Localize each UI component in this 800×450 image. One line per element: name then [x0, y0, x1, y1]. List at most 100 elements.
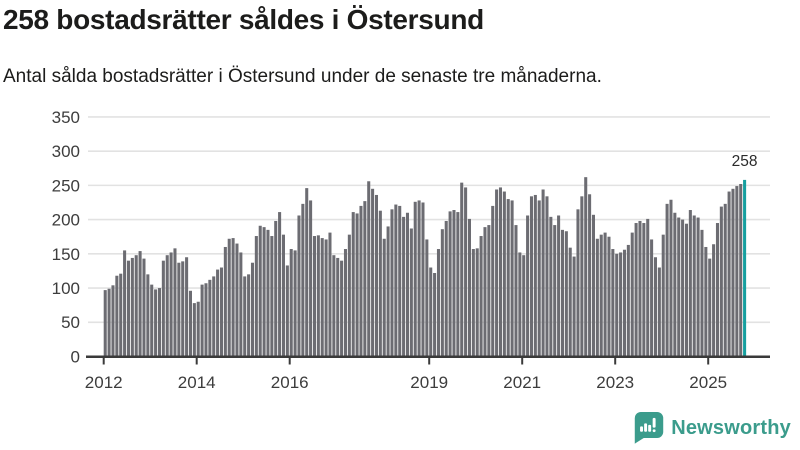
bar: [278, 212, 282, 357]
bar: [444, 220, 448, 357]
bar: [409, 228, 413, 357]
bar: [506, 199, 510, 357]
bar: [398, 205, 402, 357]
bar: [355, 213, 359, 357]
bar: [223, 246, 227, 357]
bar: [607, 236, 611, 357]
y-tick-label: 350: [52, 108, 80, 127]
bar: [328, 232, 332, 357]
bar: [305, 188, 309, 357]
bar: [289, 249, 293, 357]
x-tick-label: 2016: [271, 373, 309, 392]
bar: [281, 234, 285, 357]
bar: [657, 267, 661, 357]
bar: [630, 232, 634, 357]
bar: [216, 269, 220, 357]
bar: [301, 203, 305, 357]
bar: [452, 210, 456, 357]
bar: [479, 236, 483, 357]
bar: [154, 289, 158, 357]
bar: [704, 246, 708, 357]
bar: [475, 248, 479, 357]
y-tick-label: 0: [71, 347, 80, 366]
bar: [719, 206, 723, 357]
bar: [374, 194, 378, 357]
bar: [107, 288, 111, 357]
bar: [351, 212, 355, 357]
x-tick-label: 2023: [596, 373, 634, 392]
bar: [646, 218, 650, 357]
logo-exclamation-stroke: [652, 417, 656, 428]
bar: [549, 216, 553, 357]
x-tick-label: 2021: [503, 373, 541, 392]
bar: [677, 217, 681, 357]
bar: [553, 225, 557, 357]
bar: [417, 200, 421, 357]
bar: [448, 211, 452, 357]
bar: [464, 187, 468, 357]
bar: [359, 205, 363, 357]
bar: [343, 249, 347, 357]
bar: [564, 231, 568, 357]
bar: [157, 288, 161, 357]
bar: [258, 225, 262, 357]
bar: [723, 203, 727, 357]
bar: [138, 251, 142, 357]
bar: [188, 290, 192, 357]
y-tick-label: 50: [61, 313, 80, 332]
bar: [727, 191, 731, 357]
bar: [231, 238, 235, 357]
bar: [219, 267, 223, 357]
bar: [285, 265, 289, 357]
bar: [731, 188, 735, 357]
bar: [541, 189, 545, 357]
bar: [692, 215, 696, 357]
bar: [413, 201, 417, 357]
bar: [347, 234, 351, 357]
bar: [669, 199, 673, 357]
bar: [115, 275, 119, 357]
y-tick-label: 100: [52, 279, 80, 298]
bar: [471, 249, 475, 357]
bar: [134, 255, 138, 357]
bar: [603, 232, 607, 357]
bar: [688, 210, 692, 357]
page-title: 258 bostadsrätter såldes i Östersund: [3, 4, 484, 35]
bar: [619, 252, 623, 357]
bar: [533, 194, 537, 357]
bar: [402, 216, 406, 357]
bar: [103, 290, 107, 357]
bar: [502, 191, 506, 357]
bar: [247, 274, 251, 357]
bar: [119, 273, 123, 357]
bar: [684, 223, 688, 357]
bar: [576, 209, 580, 357]
page-subtitle: Antal sålda bostadsrätter i Östersund un…: [3, 66, 602, 87]
bar: [239, 252, 243, 357]
bar: [111, 285, 115, 357]
bar: [429, 267, 433, 357]
bar: [487, 225, 491, 357]
logo-bar-3: [648, 424, 652, 432]
bar: [661, 234, 665, 357]
bar: [204, 283, 208, 357]
x-tick-label: 2019: [410, 373, 448, 392]
bar: [696, 217, 700, 357]
bar: [642, 223, 646, 357]
bar: [456, 212, 460, 357]
bar: [440, 229, 444, 357]
x-tick-label: 2025: [689, 373, 727, 392]
bar: [739, 184, 743, 357]
bar: [173, 248, 177, 357]
bar: [495, 189, 499, 357]
bar: [681, 219, 685, 357]
bar: [312, 236, 316, 357]
bar: [483, 227, 487, 357]
bar: [557, 215, 561, 357]
bar: [363, 201, 367, 357]
bar: [460, 182, 464, 357]
bar: [514, 225, 518, 357]
bar: [250, 262, 254, 357]
bar: [336, 257, 340, 357]
bar: [436, 249, 440, 357]
